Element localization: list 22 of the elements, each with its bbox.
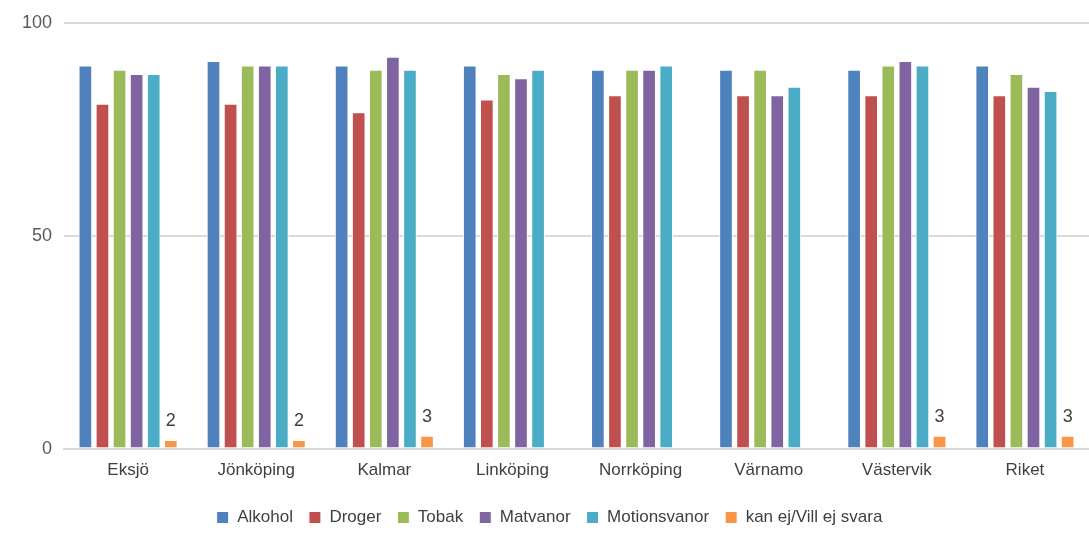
y-tick-label: 100: [21, 11, 53, 32]
legend-label: Matvanor: [499, 507, 571, 527]
x-tick-label: Eksjö: [107, 460, 149, 480]
y-tick-label: 0: [42, 437, 53, 458]
x-tick-label: Kalmar: [357, 460, 412, 480]
x-tick-label: Västervik: [861, 460, 933, 480]
data-label: 3: [934, 405, 945, 426]
legend-label: Motionsvanor: [607, 507, 710, 527]
data-label: 2: [293, 410, 304, 431]
x-tick-label: Norrköping: [599, 460, 683, 480]
y-tick-label: 50: [32, 224, 53, 245]
data-label: 2: [165, 410, 176, 431]
legend-label: kan ej/Vill ej svara: [745, 507, 883, 527]
legend-label: Tobak: [417, 507, 464, 527]
x-tick-label: Riket: [1005, 460, 1045, 480]
x-tick-label: Jönköping: [217, 460, 295, 480]
data-label: 3: [422, 405, 433, 426]
legend-label: Droger: [329, 507, 382, 527]
data-label: 3: [1062, 405, 1073, 426]
legend-label: Alkohol: [237, 507, 293, 527]
x-tick-label: Värnamo: [734, 460, 804, 480]
x-tick-label: Linköping: [476, 460, 549, 480]
